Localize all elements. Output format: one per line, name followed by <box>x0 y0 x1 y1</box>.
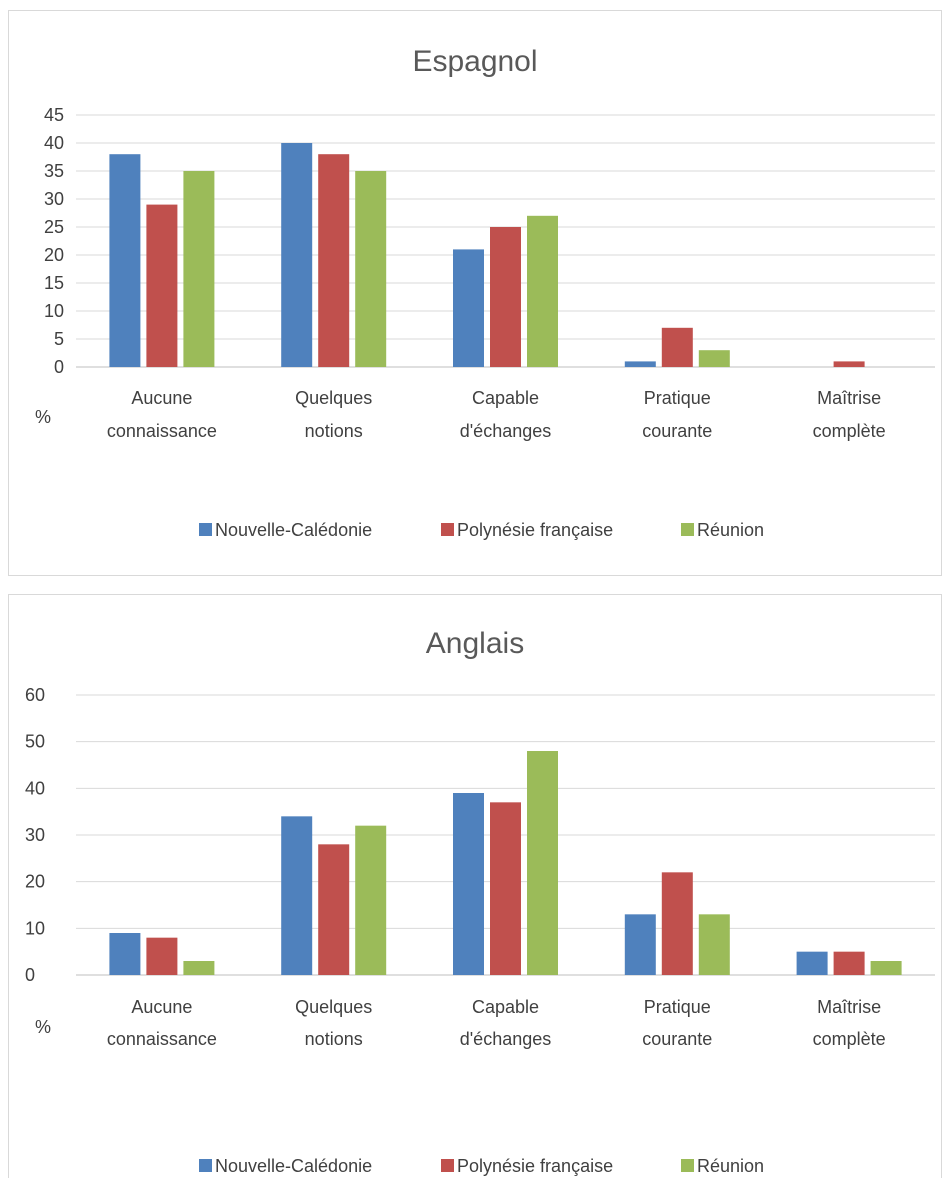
legend-label: Polynésie française <box>457 1156 613 1176</box>
category-label: complète <box>813 421 886 441</box>
y-tick-label: 10 <box>44 301 64 321</box>
legend-swatch <box>681 1159 694 1172</box>
bar <box>318 154 350 367</box>
y-tick-label: 0 <box>25 965 35 985</box>
category-label: connaissance <box>107 1029 217 1049</box>
y-tick-labels: 0 10 20 30 40 50 60 <box>25 685 45 985</box>
bar <box>870 961 902 975</box>
legend-swatch <box>681 523 694 536</box>
chart-anglais: Anglais % 0 10 20 30 40 50 60 Aucune connaissan… <box>25 627 935 1176</box>
bar <box>527 215 558 367</box>
bar <box>661 327 693 367</box>
bar <box>146 937 178 975</box>
bar <box>453 793 484 975</box>
legend-swatch <box>199 523 212 536</box>
chart-title: Anglais <box>426 627 524 660</box>
category-label: notions <box>305 421 363 441</box>
category-label: Capable <box>472 997 539 1017</box>
category-labels: Aucune connaissance Quelques notions Capable… <box>107 997 886 1049</box>
bar <box>833 951 865 975</box>
bar <box>698 914 730 975</box>
y-tick-label: 20 <box>44 245 64 265</box>
y-tick-label: 0 <box>54 357 64 377</box>
bar <box>698 350 730 367</box>
chart-espagnol-panel: Espagnol % 0 5 10 15 20 25 30 35 40 45 Aucune conn… <box>8 10 942 576</box>
category-label: courante <box>642 421 712 441</box>
chart-espagnol: Espagnol % 0 5 10 15 20 25 30 35 40 45 Aucune conn… <box>35 45 935 540</box>
bar <box>281 143 313 367</box>
legend-swatch <box>441 1159 454 1172</box>
category-label: Maîtrise <box>817 997 881 1017</box>
y-unit-label: % <box>35 407 51 427</box>
bar <box>146 204 178 367</box>
bar <box>355 171 387 367</box>
bar <box>490 802 521 975</box>
chart-title: Espagnol <box>412 45 537 78</box>
bar <box>453 249 484 367</box>
bars <box>109 143 865 367</box>
legend: Nouvelle-Calédonie Polynésie française Réu… <box>199 520 764 540</box>
legend-swatch <box>441 523 454 536</box>
y-tick-label: 30 <box>44 189 64 209</box>
y-tick-label: 25 <box>44 217 64 237</box>
bar <box>318 844 350 975</box>
category-labels: Aucune connaissance Quelques notions Capable… <box>107 388 886 441</box>
y-tick-label: 50 <box>25 732 45 752</box>
y-tick-label: 20 <box>25 872 45 892</box>
legend-swatch <box>199 1159 212 1172</box>
bar <box>183 171 215 367</box>
y-unit-label: % <box>35 1017 51 1037</box>
bar <box>281 816 313 975</box>
y-tick-label: 45 <box>44 105 64 125</box>
category-label: notions <box>305 1029 363 1049</box>
bars <box>109 751 902 975</box>
category-label: Aucune <box>131 997 192 1017</box>
category-label: d'échanges <box>460 1029 552 1049</box>
category-label: Quelques <box>295 388 372 408</box>
category-label: d'échanges <box>460 421 552 441</box>
bar <box>624 361 656 367</box>
category-label: Aucune <box>131 388 192 408</box>
bar <box>355 825 387 975</box>
y-tick-label: 10 <box>25 918 45 938</box>
category-label: courante <box>642 1029 712 1049</box>
bar <box>661 872 693 975</box>
y-tick-label: 30 <box>25 825 45 845</box>
legend-label: Réunion <box>697 520 764 540</box>
category-label: complète <box>813 1029 886 1049</box>
bar <box>624 914 656 975</box>
bar <box>490 227 521 367</box>
bar <box>109 933 141 975</box>
bar <box>183 961 215 975</box>
legend-label: Réunion <box>697 1156 764 1176</box>
y-tick-label: 40 <box>25 778 45 798</box>
category-label: Quelques <box>295 997 372 1017</box>
y-tick-label: 60 <box>25 685 45 705</box>
category-label: Pratique <box>644 388 711 408</box>
y-tick-label: 15 <box>44 273 64 293</box>
chart-anglais-panel: Anglais % 0 10 20 30 40 50 60 Aucune connaissan… <box>8 594 942 1178</box>
legend-label: Nouvelle-Calédonie <box>215 1156 372 1176</box>
y-tick-labels: 0 5 10 15 20 25 30 35 40 45 <box>44 105 64 377</box>
category-label: Maîtrise <box>817 388 881 408</box>
y-tick-label: 35 <box>44 161 64 181</box>
bar <box>527 751 558 975</box>
legend: Nouvelle-Calédonie Polynésie française Réu… <box>199 1156 764 1176</box>
category-label: Pratique <box>644 997 711 1017</box>
bar <box>796 951 828 975</box>
y-tick-label: 5 <box>54 329 64 349</box>
bar <box>833 361 865 367</box>
category-label: connaissance <box>107 421 217 441</box>
legend-label: Nouvelle-Calédonie <box>215 520 372 540</box>
y-tick-label: 40 <box>44 133 64 153</box>
bar <box>109 154 141 367</box>
legend-label: Polynésie française <box>457 520 613 540</box>
category-label: Capable <box>472 388 539 408</box>
